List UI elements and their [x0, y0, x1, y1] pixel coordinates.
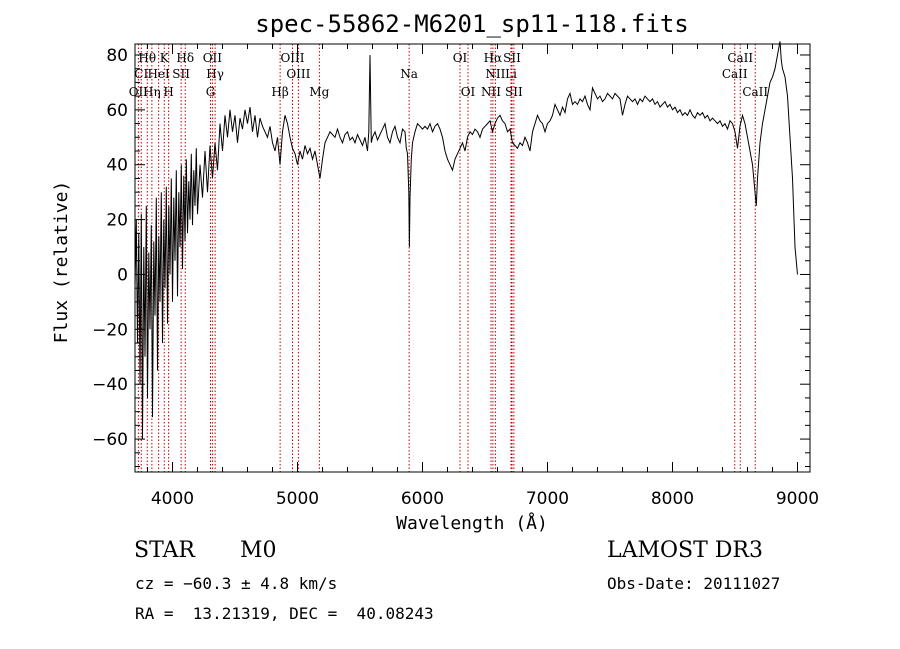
x-tick-label: 7000 — [526, 489, 569, 509]
x-tick-label: 8000 — [651, 489, 694, 509]
coordinates: RA = 13.21319, DEC = 40.08243 — [135, 604, 434, 623]
marker-label: Na — [400, 67, 418, 81]
marker-label: Li — [505, 67, 517, 81]
marker-label: Hη — [143, 85, 161, 99]
marker-label: G — [206, 85, 216, 99]
marker-label: OI — [461, 85, 476, 99]
marker-label: Hγ — [206, 67, 224, 81]
spectral-line-markers — [137, 44, 756, 472]
marker-label: OII — [203, 51, 223, 65]
marker-label: H — [163, 85, 173, 99]
object-class: STAR — [134, 538, 195, 563]
marker-label: NII — [481, 85, 501, 99]
y-axis-ticks: −60 −40 −20 0 20 40 60 80 — [92, 46, 810, 468]
marker-label: OII — [129, 85, 149, 99]
x-tick-label: 6000 — [401, 489, 444, 509]
marker-label: SII — [503, 51, 521, 65]
redshift-velocity: cz = −60.3 ± 4.8 km/s — [135, 574, 338, 593]
marker-label: K — [160, 51, 170, 65]
y-tick-label: 0 — [117, 265, 128, 285]
x-tick-label: 5000 — [276, 489, 319, 509]
marker-label: OIII — [280, 51, 304, 65]
y-axis-label: Flux (relative) — [51, 181, 72, 344]
y-tick-label: −60 — [92, 430, 128, 450]
x-tick-label: 9000 — [776, 489, 819, 509]
marker-label: CaII — [742, 85, 768, 99]
marker-label: NII — [485, 67, 505, 81]
x-axis-ticks: 4000 5000 6000 7000 8000 9000 — [147, 44, 819, 509]
marker-label: Hδ — [176, 51, 194, 65]
marker-label: CI — [134, 67, 148, 81]
marker-label: Hα — [484, 51, 503, 65]
survey-name: LAMOST DR3 — [607, 538, 763, 563]
marker-label: OI — [453, 51, 468, 65]
marker-label: Hβ — [271, 85, 288, 99]
marker-label: CaII — [727, 51, 753, 65]
x-axis-label: Wavelength (Å) — [396, 512, 548, 534]
marker-label: Hθ — [138, 51, 156, 65]
y-tick-label: −20 — [92, 320, 128, 340]
chart-title: spec-55862-M6201_sp11-118.fits — [255, 10, 688, 38]
x-tick-label: 4000 — [151, 489, 194, 509]
marker-label: SII — [172, 67, 190, 81]
marker-label: OIII — [286, 67, 310, 81]
y-tick-label: 60 — [106, 101, 128, 121]
marker-label: CaII — [722, 67, 748, 81]
spectrum-series — [134, 41, 798, 440]
plot-frame — [134, 43, 811, 473]
y-tick-label: 20 — [106, 211, 128, 231]
marker-label: SII — [505, 85, 523, 99]
y-tick-label: 80 — [106, 46, 128, 66]
observation-date: Obs-Date: 20111027 — [607, 574, 781, 593]
marker-label: Mg — [309, 85, 329, 99]
y-tick-label: −40 — [92, 375, 128, 395]
spectrum-line-0 — [134, 41, 798, 440]
object-subclass: M0 — [240, 538, 277, 563]
marker-label: HeI — [147, 67, 170, 81]
y-tick-label: 40 — [106, 156, 128, 176]
